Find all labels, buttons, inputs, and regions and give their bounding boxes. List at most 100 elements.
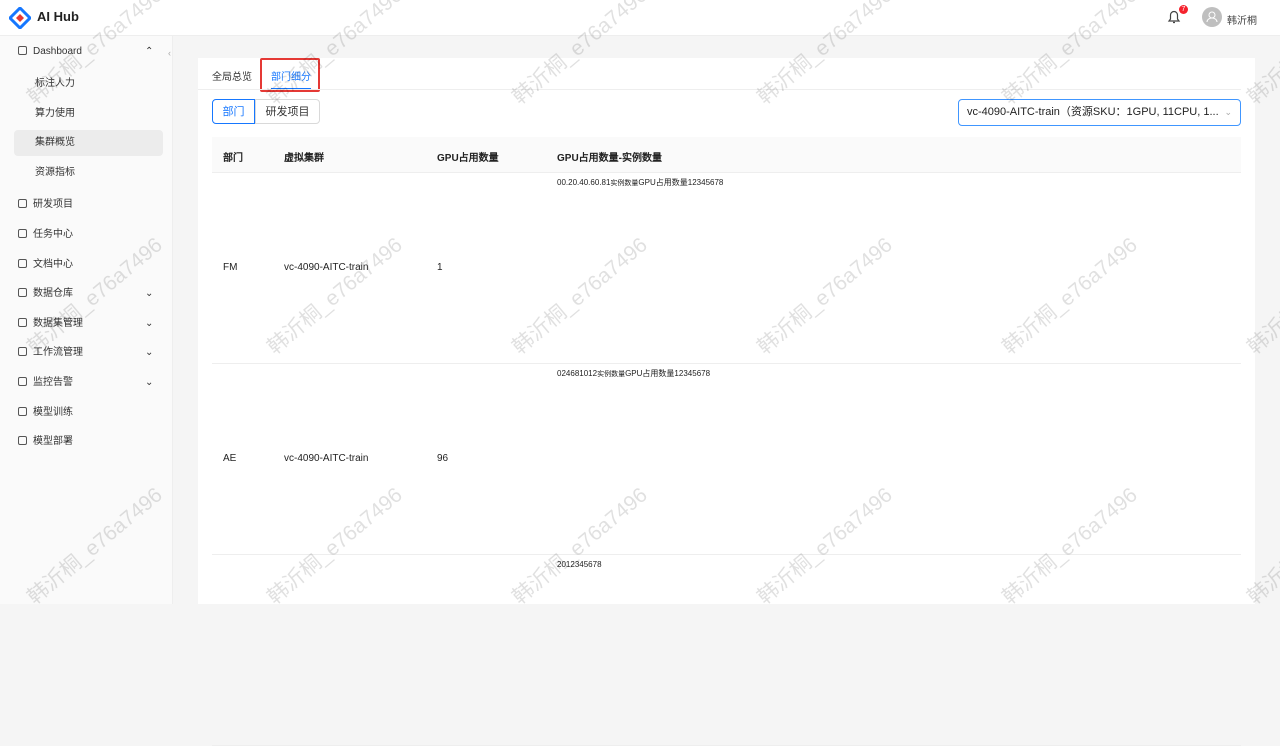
toggle-button[interactable]: 研发项目 — [255, 99, 320, 124]
x-tick-label: 3 — [683, 369, 688, 378]
tab[interactable]: 全局总览 — [212, 72, 252, 83]
y-tick-label: 8 — [574, 369, 580, 378]
x-tick-label: 8 — [597, 560, 602, 569]
column-header: GPU占用数量-实例数量 — [557, 153, 662, 164]
nav-icon — [18, 199, 27, 208]
x-tick-label: 3 — [696, 178, 702, 187]
y-tick-label: 6 — [570, 369, 575, 378]
table-cell: FM — [223, 262, 238, 273]
x-tick-label: 6 — [588, 560, 593, 569]
y-tick-label: 0.8 — [594, 178, 606, 187]
table-cell: vc-4090-AITC-train — [284, 262, 369, 273]
y-tick-label: 12 — [588, 369, 598, 378]
nav-item[interactable]: 算力使用 — [14, 101, 163, 127]
nav-label: 监控告警 — [33, 377, 73, 388]
nav-item[interactable]: Dashboard ⌃ — [18, 39, 153, 65]
nav-label: 集群概览 — [35, 137, 75, 148]
x-tick-label: 2 — [570, 560, 575, 569]
row-divider — [212, 363, 1241, 364]
x-tick-label: 6 — [710, 178, 715, 187]
nav-item[interactable]: 集群概览 — [14, 130, 163, 156]
nav-label: 模型部署 — [33, 436, 73, 447]
y-tick-label: 4 — [565, 369, 571, 378]
chevron: ⌄ — [145, 318, 154, 329]
toggle-button[interactable]: 部门 — [212, 99, 255, 124]
avatar[interactable] — [1202, 7, 1222, 27]
nav-item[interactable]: 工作流管理 ⌄ — [18, 340, 153, 366]
y-axis-label: 实例数量 — [597, 371, 626, 378]
tab-divider — [198, 89, 1241, 90]
x-tick-label: 1 — [674, 369, 679, 378]
nav-label: 任务中心 — [33, 229, 73, 240]
y-tick-label: 0.4 — [572, 178, 584, 187]
collapse-button[interactable]: ‹ — [168, 48, 171, 58]
y-axis-label: 实例数量 — [610, 180, 639, 187]
cluster-select[interactable]: vc-4090-AITC-train（资源SKU：1GPU, 11CPU, 1.… — [958, 99, 1241, 126]
nav-icon — [18, 407, 27, 416]
table-header — [212, 137, 1241, 173]
x-tick-label: 4 — [701, 178, 706, 187]
user-name[interactable]: 韩沂桐 — [1227, 16, 1257, 27]
nav-label: 数据仓库 — [33, 288, 73, 299]
row-chart: 00.20.40.60.81实例数量GPU占用数量12345678 — [557, 172, 723, 190]
x-tick-label: 4 — [687, 369, 693, 378]
nav-icon — [18, 347, 27, 356]
sidebar: Dashboard ⌃ 标注人力算力使用集群概览资源指标研发项目任务中心文档中心数据… — [0, 36, 173, 604]
nav-item[interactable]: 文档中心 — [18, 252, 73, 278]
nav-item[interactable]: 模型部署 — [18, 429, 73, 455]
nav-item[interactable]: 资源指标 — [14, 160, 163, 186]
notification-badge: 7 — [1179, 5, 1188, 14]
x-tick-label: 7 — [714, 178, 719, 187]
nav-item[interactable]: 数据集管理 ⌄ — [18, 311, 153, 337]
nav-icon — [18, 318, 27, 327]
nav-item[interactable]: 监控告警 ⌄ — [18, 370, 153, 396]
nav-icon — [18, 259, 27, 268]
x-tick-label: 6 — [696, 369, 702, 378]
nav-item[interactable]: 标注人力 — [14, 71, 163, 97]
x-axis-label: GPU占用数量 — [625, 369, 675, 378]
nav-item[interactable]: 模型训练 — [18, 400, 73, 426]
nav-label: 资源指标 — [35, 167, 75, 178]
x-tick-label: 3 — [574, 560, 580, 569]
nav-icon — [18, 229, 27, 238]
x-tick-label: 1 — [687, 178, 693, 187]
x-tick-label: 5 — [705, 178, 711, 187]
y-tick-label: 0.6 — [583, 178, 595, 187]
logo — [9, 7, 31, 29]
x-tick-label: 2 — [678, 369, 684, 378]
row-divider — [212, 554, 1241, 555]
nav-label: Dashboard — [33, 46, 82, 57]
x-tick-label: 8 — [718, 178, 724, 187]
column-header: 虚拟集群 — [284, 153, 324, 164]
x-tick-label: 7 — [701, 369, 706, 378]
column-header: GPU占用数量 — [437, 153, 499, 164]
nav-label: 算力使用 — [35, 108, 75, 119]
table-cell: AE — [223, 453, 237, 464]
bell-icon[interactable] — [1166, 9, 1182, 25]
y-tick-label: 2 — [561, 369, 566, 378]
brand: AI Hub — [37, 9, 79, 24]
nav-label: 模型训练 — [33, 407, 73, 418]
page: AI Hub 7 韩沂桐 Dashboard ⌃ 标注人力 算力使用 集群概览 资源指标研… — [0, 0, 1280, 609]
nav-item[interactable]: 任务中心 — [18, 222, 73, 248]
nav-label: 标注人力 — [35, 78, 75, 89]
nav-label: 研发项目 — [33, 199, 73, 210]
y-tick-label: 20 — [557, 560, 566, 569]
nav-label: 文档中心 — [33, 259, 73, 270]
x-tick-label: 4 — [579, 560, 584, 569]
x-tick-label: 2 — [692, 178, 697, 187]
highlight-box — [260, 58, 320, 92]
y-tick-label: 1 — [605, 178, 611, 187]
nav-item[interactable]: 数据仓库 ⌄ — [18, 281, 153, 307]
nav-label: 数据集管理 — [33, 318, 83, 329]
nav-item[interactable]: 研发项目 — [18, 192, 73, 218]
x-tick-label: 1 — [565, 560, 571, 569]
y-tick-label: 0 — [557, 178, 562, 187]
header: AI Hub 7 韩沂桐 — [0, 0, 1280, 36]
x-tick-label: 8 — [705, 369, 711, 378]
chevron: ⌄ — [145, 377, 154, 388]
column-header: 部门 — [223, 153, 243, 164]
x-tick-label: 5 — [692, 369, 697, 378]
nav-icon — [18, 436, 27, 445]
row-chart: 2012345678 — [557, 554, 602, 572]
